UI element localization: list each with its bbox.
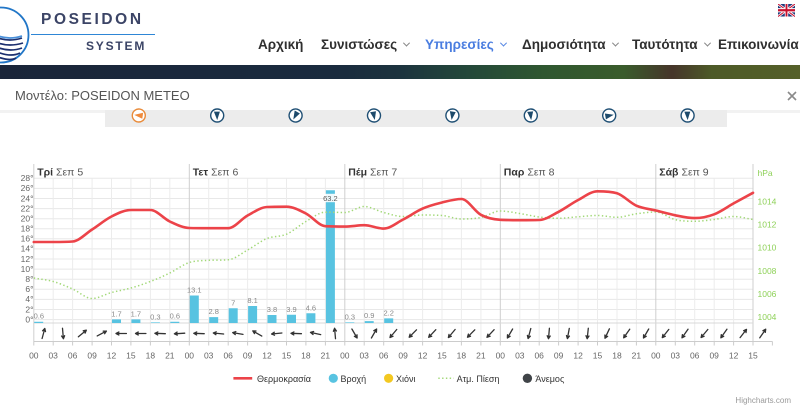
- svg-text:15: 15: [748, 351, 758, 361]
- svg-text:03: 03: [671, 351, 681, 361]
- svg-text:21: 21: [165, 351, 175, 361]
- svg-text:1.7: 1.7: [111, 309, 121, 318]
- svg-text:1012: 1012: [758, 220, 777, 230]
- svg-text:hPa: hPa: [758, 168, 773, 178]
- svg-text:1010: 1010: [758, 243, 777, 253]
- svg-text:18°: 18°: [21, 224, 34, 234]
- svg-text:1.7: 1.7: [131, 309, 141, 318]
- svg-text:2°: 2°: [25, 304, 33, 314]
- svg-text:12°: 12°: [21, 254, 34, 264]
- svg-text:1004: 1004: [758, 312, 777, 322]
- svg-text:18: 18: [301, 351, 311, 361]
- svg-text:09: 09: [243, 351, 253, 361]
- svg-text:0.9: 0.9: [364, 311, 374, 320]
- svg-text:0°: 0°: [25, 314, 33, 324]
- svg-text:03: 03: [515, 351, 525, 361]
- svg-text:28°: 28°: [21, 173, 34, 183]
- svg-text:0.6: 0.6: [170, 312, 180, 321]
- svg-text:21: 21: [476, 351, 486, 361]
- svg-text:03: 03: [204, 351, 214, 361]
- svg-text:16°: 16°: [21, 234, 34, 244]
- svg-text:00: 00: [496, 351, 506, 361]
- svg-text:09: 09: [709, 351, 719, 361]
- svg-text:Βροχή: Βροχή: [341, 374, 367, 384]
- svg-text:4.6: 4.6: [306, 303, 316, 312]
- svg-text:0.6: 0.6: [34, 312, 44, 321]
- svg-text:63.2: 63.2: [323, 194, 338, 203]
- svg-text:12: 12: [418, 351, 428, 361]
- svg-text:00: 00: [29, 351, 39, 361]
- svg-text:06: 06: [223, 351, 233, 361]
- svg-text:6°: 6°: [25, 284, 33, 294]
- svg-text:09: 09: [398, 351, 408, 361]
- svg-text:06: 06: [379, 351, 389, 361]
- svg-text:3.9: 3.9: [286, 305, 296, 314]
- svg-text:12: 12: [573, 351, 583, 361]
- svg-text:18: 18: [612, 351, 622, 361]
- svg-text:12: 12: [262, 351, 272, 361]
- svg-text:7: 7: [231, 298, 235, 307]
- svg-text:12: 12: [729, 351, 739, 361]
- svg-text:15: 15: [282, 351, 292, 361]
- svg-text:26°: 26°: [21, 183, 34, 193]
- svg-text:00: 00: [340, 351, 350, 361]
- svg-text:15: 15: [437, 351, 447, 361]
- svg-text:09: 09: [87, 351, 97, 361]
- svg-text:10°: 10°: [21, 264, 34, 274]
- svg-text:18: 18: [457, 351, 467, 361]
- svg-text:8°: 8°: [25, 274, 33, 284]
- svg-text:1008: 1008: [758, 266, 777, 276]
- svg-text:03: 03: [359, 351, 369, 361]
- svg-text:15: 15: [593, 351, 603, 361]
- svg-text:14°: 14°: [21, 244, 34, 254]
- svg-text:12: 12: [107, 351, 117, 361]
- svg-text:06: 06: [534, 351, 544, 361]
- svg-text:0.3: 0.3: [345, 312, 355, 321]
- svg-text:06: 06: [690, 351, 700, 361]
- svg-text:Θερμοκρασία: Θερμοκρασία: [257, 374, 311, 384]
- svg-text:13.1: 13.1: [187, 286, 202, 295]
- svg-text:0.3: 0.3: [150, 312, 160, 321]
- svg-text:4°: 4°: [25, 294, 33, 304]
- svg-text:21: 21: [321, 351, 331, 361]
- svg-text:00: 00: [651, 351, 661, 361]
- svg-text:Χιόνι: Χιόνι: [396, 374, 416, 384]
- svg-text:1014: 1014: [758, 196, 777, 206]
- svg-text:Highcharts.com: Highcharts.com: [735, 396, 791, 405]
- svg-text:18: 18: [146, 351, 156, 361]
- svg-text:21: 21: [632, 351, 642, 361]
- svg-text:15: 15: [126, 351, 136, 361]
- svg-text:24°: 24°: [21, 193, 34, 203]
- svg-text:8.1: 8.1: [247, 296, 257, 305]
- svg-text:06: 06: [68, 351, 78, 361]
- svg-text:Ατμ. Πίεση: Ατμ. Πίεση: [457, 374, 500, 384]
- svg-text:22°: 22°: [21, 203, 34, 213]
- svg-text:Άνεμος: Άνεμος: [535, 374, 565, 384]
- svg-text:2.2: 2.2: [383, 308, 393, 317]
- svg-text:1006: 1006: [758, 289, 777, 299]
- svg-text:00: 00: [185, 351, 195, 361]
- svg-text:2.8: 2.8: [208, 307, 218, 316]
- svg-text:03: 03: [48, 351, 58, 361]
- svg-text:3.8: 3.8: [267, 305, 277, 314]
- svg-text:09: 09: [554, 351, 564, 361]
- svg-text:20°: 20°: [21, 214, 34, 224]
